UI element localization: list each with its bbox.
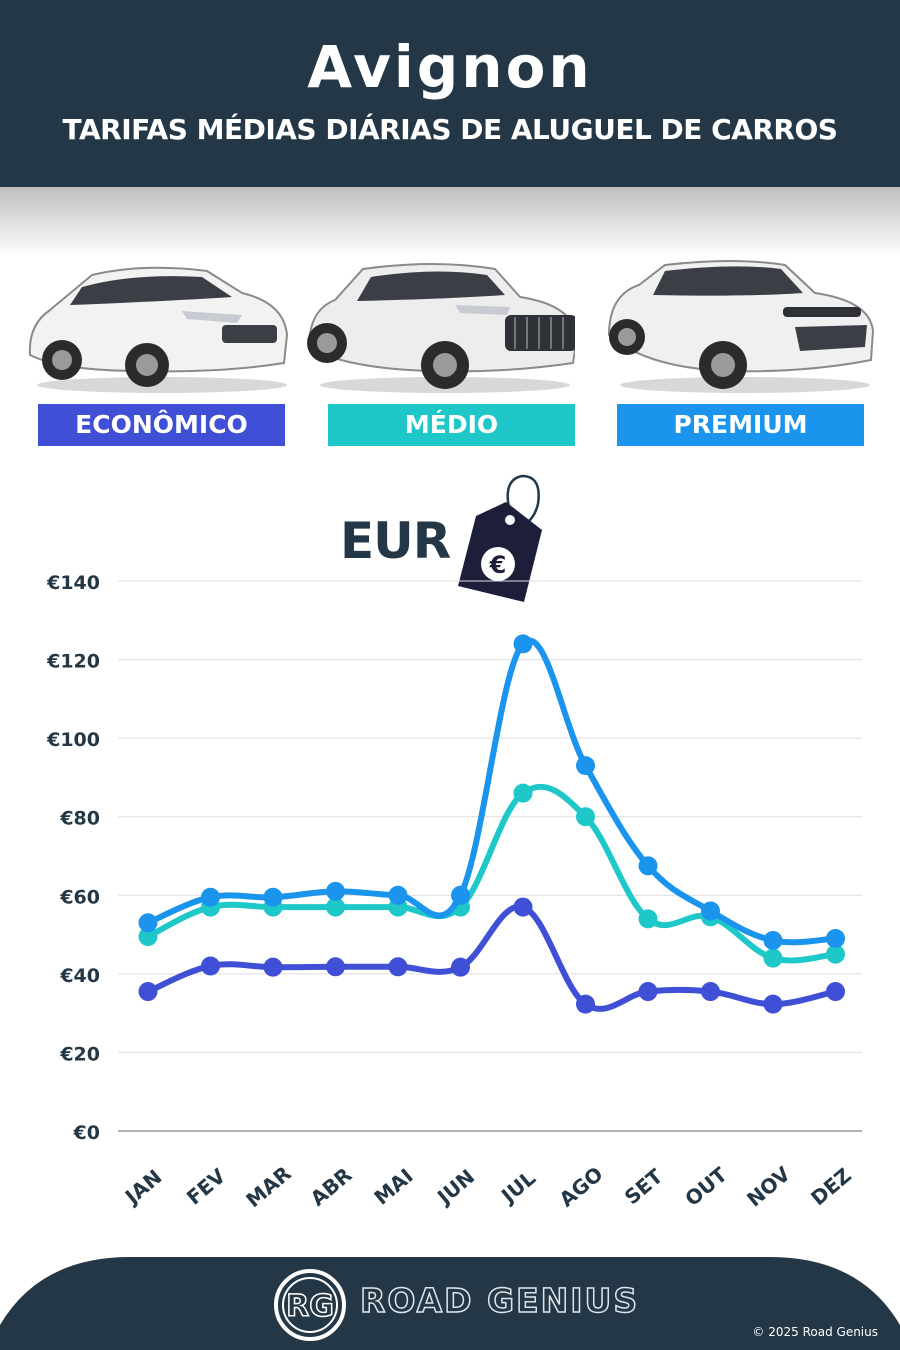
- category-badge-premium: PREMIUM: [617, 404, 864, 446]
- header-shadow: [0, 187, 900, 257]
- data-point: [138, 927, 158, 947]
- x-tick-label: MAI: [369, 1164, 417, 1210]
- x-tick-label: OUT: [680, 1162, 732, 1211]
- data-point: [826, 982, 845, 1002]
- data-point: [763, 994, 783, 1014]
- data-point: [701, 982, 720, 1002]
- x-tick-label: JUN: [431, 1164, 479, 1210]
- price-tag-icon: €: [458, 474, 542, 602]
- data-point: [388, 957, 408, 977]
- data-point: [638, 982, 658, 1002]
- y-tick-label: €140: [46, 572, 100, 594]
- data-point: [326, 957, 345, 977]
- data-point: [263, 887, 283, 907]
- svg-text:RG: RG: [286, 1289, 334, 1324]
- footer-banner: [0, 1257, 900, 1350]
- x-tick-label: ABR: [306, 1163, 357, 1211]
- road-genius-logo: RG: [274, 1269, 346, 1341]
- data-point: [826, 929, 845, 948]
- data-point: [513, 634, 533, 654]
- x-tick-label: MAR: [241, 1161, 295, 1212]
- data-point: [513, 897, 533, 917]
- data-point: [388, 885, 408, 905]
- series-line: [145, 637, 839, 946]
- data-point: [638, 856, 658, 876]
- data-point: [576, 756, 595, 776]
- data-point: [451, 957, 470, 977]
- data-point: [576, 807, 595, 827]
- data-point: [138, 913, 158, 933]
- x-tick-label: AGO: [555, 1162, 608, 1212]
- data-point: [201, 956, 220, 976]
- data-point: [701, 901, 720, 921]
- header: Avignon TARIFAS MÉDIAS DIÁRIAS DE ALUGUE…: [0, 0, 900, 187]
- y-tick-label: €120: [46, 651, 100, 673]
- page-subtitle: TARIFAS MÉDIAS DIÁRIAS DE ALUGUEL DE CAR…: [62, 113, 838, 146]
- x-tick-label: SET: [620, 1164, 668, 1209]
- x-tick-label: DEZ: [806, 1163, 856, 1210]
- midsize-car-image: [307, 263, 575, 393]
- data-point: [763, 930, 783, 950]
- x-tick-label: FEV: [182, 1163, 231, 1209]
- premium-car-image: [607, 260, 875, 393]
- data-point: [763, 948, 783, 968]
- copyright-text: © 2025 Road Genius: [752, 1325, 878, 1339]
- brand-name: ROAD GENIUS: [359, 1280, 640, 1321]
- data-point: [263, 957, 283, 977]
- data-point: [513, 783, 533, 803]
- price-tag-symbol: €: [489, 551, 507, 579]
- x-tick-label: JUL: [495, 1166, 540, 1209]
- page-title: Avignon: [307, 33, 593, 101]
- data-point: [638, 909, 658, 929]
- y-tick-label: €0: [73, 1122, 100, 1144]
- category-badge-midsize: MÉDIO: [328, 404, 575, 446]
- currency-label: EUR: [340, 512, 451, 570]
- x-tick-label: JAN: [119, 1165, 166, 1210]
- data-point: [826, 944, 845, 964]
- rental-price-chart: €0 €20 €40 €60 €80 €100 €120 €140 JAN FEV MAR ABR MA…: [46, 572, 862, 1212]
- y-tick-label: €20: [59, 1043, 100, 1065]
- y-tick-label: €100: [46, 729, 100, 751]
- y-tick-label: €40: [59, 965, 100, 987]
- data-point: [201, 887, 220, 907]
- category-badge-economy: ECONÔMICO: [38, 404, 285, 446]
- data-point: [576, 994, 595, 1014]
- data-point: [451, 885, 470, 905]
- y-tick-label: €60: [59, 886, 100, 908]
- y-tick-label: €80: [59, 808, 100, 830]
- data-point: [138, 982, 158, 1002]
- economy-car-image: [28, 266, 289, 393]
- data-point: [326, 897, 345, 917]
- x-tick-label: NOV: [742, 1161, 795, 1211]
- data-point: [326, 881, 345, 901]
